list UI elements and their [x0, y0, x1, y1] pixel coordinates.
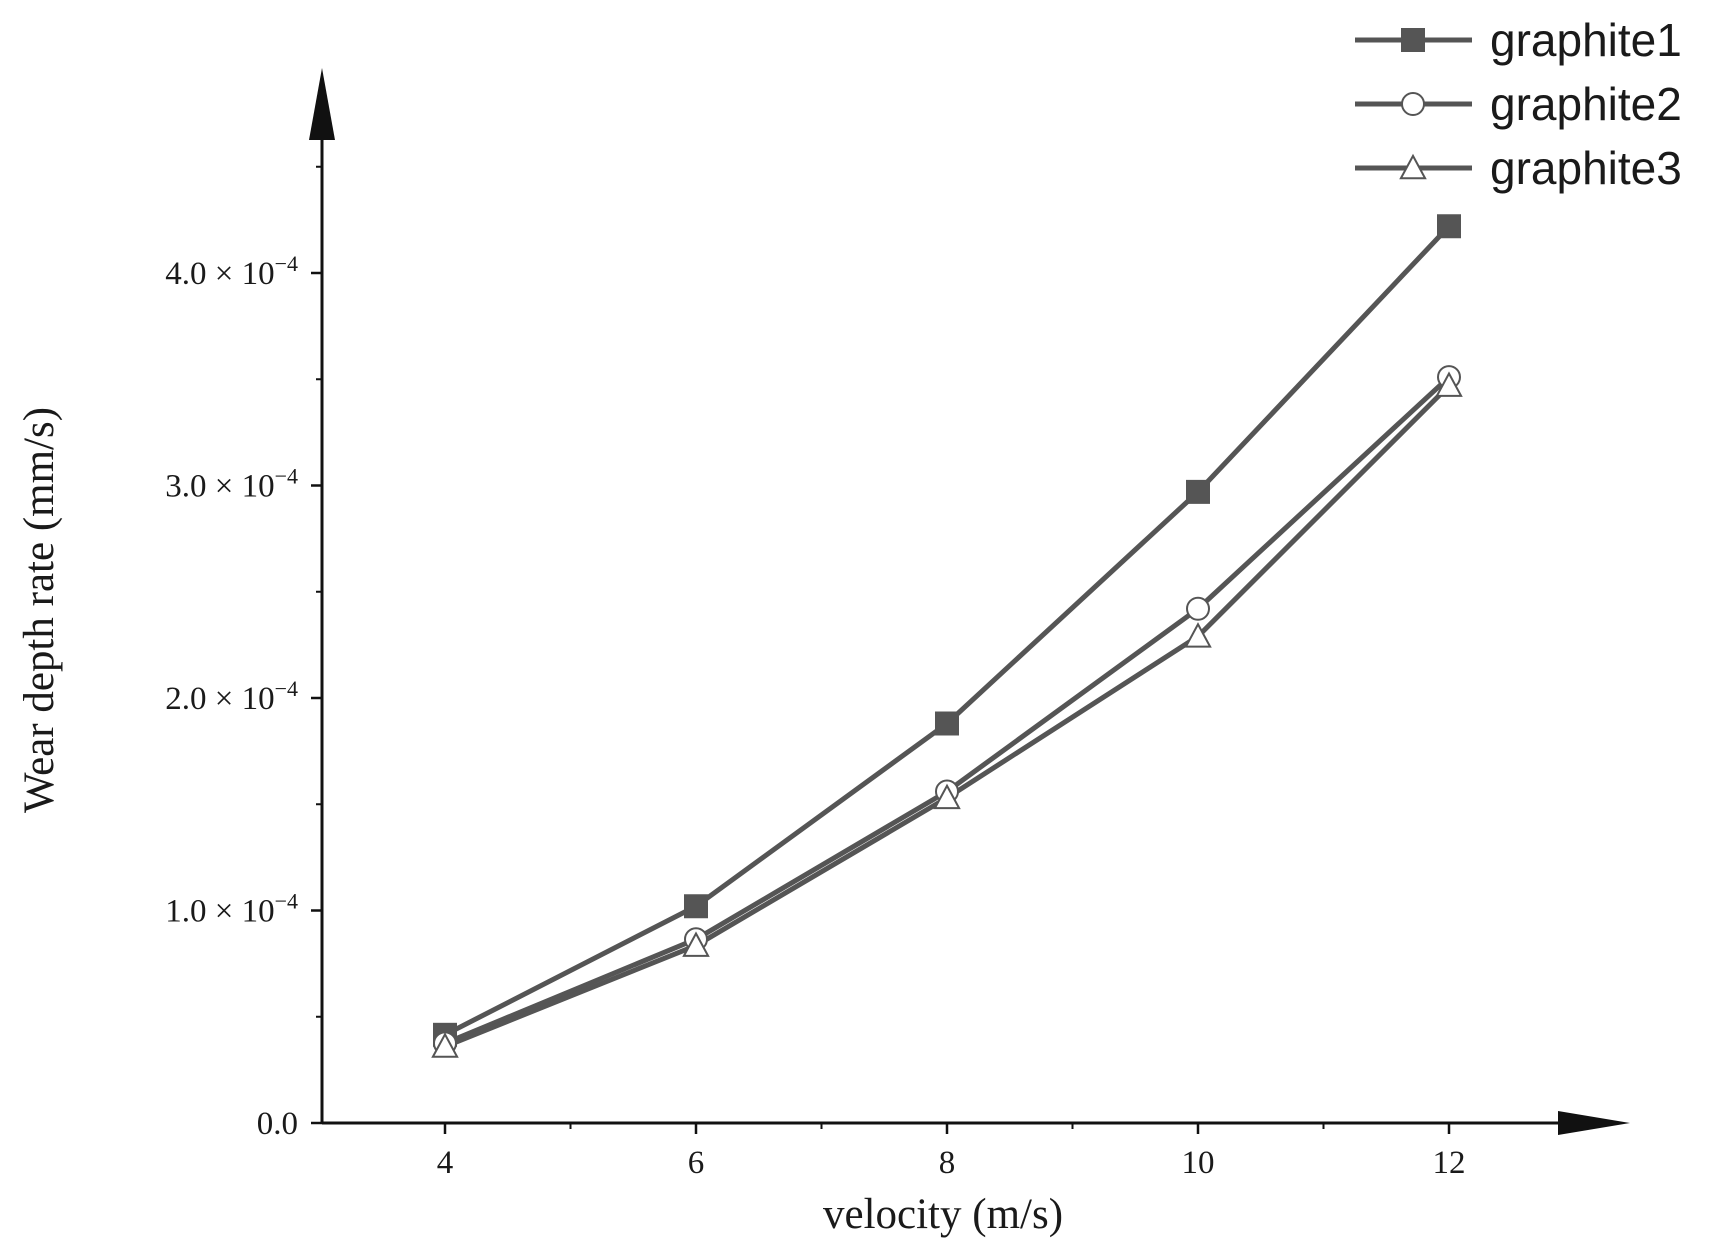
y-tick-label: 0.0: [257, 1106, 298, 1142]
y-axis-arrow: [309, 68, 335, 140]
y-tick-exponent: −4: [275, 889, 298, 914]
y-tick-label: 3.0 × 10−4: [165, 464, 298, 505]
y-tick-exponent: −4: [275, 464, 298, 489]
x-tick-label: 4: [437, 1145, 454, 1181]
x-tick-label: 12: [1433, 1145, 1466, 1181]
series-line-graphite1: [443, 224, 1451, 1038]
series-line-graphite2: [444, 375, 1451, 1046]
data-point-graphite1: [935, 711, 959, 736]
data-point-graphite1: [1437, 214, 1461, 239]
data-point-graphite1: [684, 894, 708, 919]
data-point-graphite2: [1186, 596, 1210, 621]
data-point-graphite3: [1435, 371, 1463, 397]
data-point-graphite3: [1184, 622, 1212, 648]
series-group: [431, 214, 1463, 1058]
y-tick-exponent: −4: [275, 676, 298, 701]
data-point-graphite3: [431, 1032, 459, 1058]
legend-label-graphite3: graphite3: [1490, 142, 1682, 194]
y-axis-title: Wear depth rate (mm/s): [16, 407, 63, 813]
y-tick-label: 1.0 × 10−4: [165, 889, 298, 930]
legend-label-graphite1: graphite1: [1490, 14, 1682, 66]
legend: graphite1 graphite2 graphite3: [1355, 14, 1682, 194]
data-point-graphite3: [933, 783, 961, 810]
legend-marker-graphite1: [1401, 28, 1425, 52]
x-tick-label: 10: [1182, 1145, 1215, 1181]
x-tick-label: 6: [688, 1145, 705, 1181]
y-tick-exponent: −4: [275, 251, 298, 276]
axes: [309, 68, 1630, 1135]
legend-marker-graphite2: [1401, 92, 1425, 116]
x-axis-arrow: [1558, 1111, 1630, 1135]
legend-label-graphite2: graphite2: [1490, 78, 1682, 130]
legend-marker-graphite3: [1399, 153, 1427, 180]
y-axis-ticks: 0.0 1.0 × 10−4 2.0 × 10−4 3.0 × 10−4 4.0 × 1…: [165, 165, 322, 1142]
x-axis-title: velocity (m/s): [823, 1191, 1063, 1238]
data-point-graphite1: [1186, 479, 1210, 504]
x-axis-ticks: 4 6 8 10 12: [437, 1123, 1466, 1181]
y-tick-label: 4.0 × 10−4: [165, 251, 298, 292]
y-tick-label: 2.0 × 10−4: [165, 676, 298, 717]
data-point-graphite3: [682, 931, 710, 957]
x-tick-label: 8: [939, 1145, 956, 1181]
